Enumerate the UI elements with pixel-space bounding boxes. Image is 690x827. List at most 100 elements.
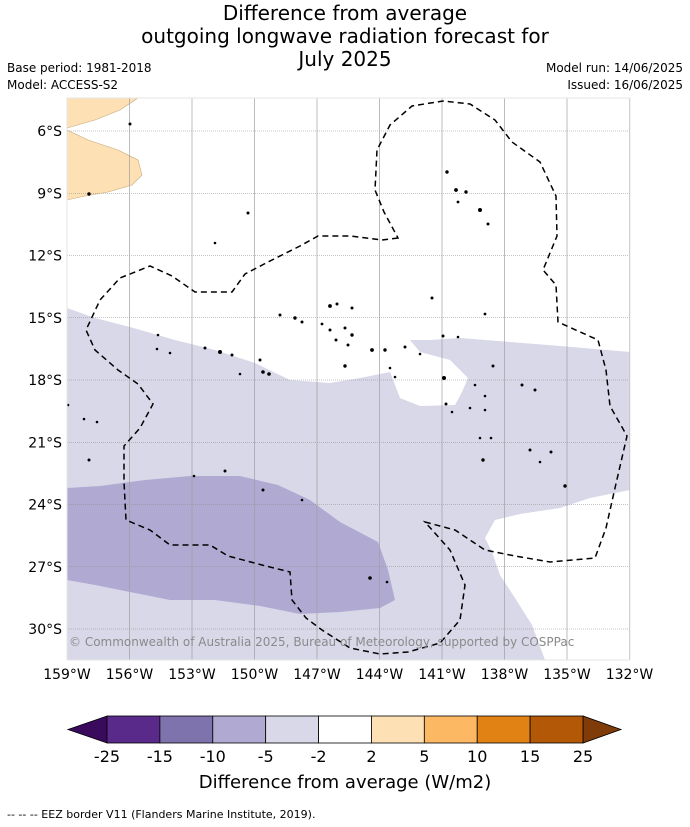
lat-label: 6°S bbox=[37, 124, 62, 140]
island bbox=[445, 170, 449, 174]
island bbox=[528, 448, 532, 452]
island bbox=[335, 302, 339, 306]
lat-label: 24°S bbox=[28, 498, 62, 514]
island bbox=[454, 188, 458, 192]
island bbox=[483, 408, 487, 412]
base-period: Base period: 1981-2018 bbox=[7, 61, 152, 75]
island bbox=[533, 388, 537, 392]
island bbox=[483, 394, 487, 398]
island bbox=[343, 364, 347, 368]
island bbox=[87, 458, 91, 462]
lon-label: 138°W bbox=[481, 667, 529, 683]
island bbox=[300, 498, 304, 502]
island bbox=[486, 222, 490, 226]
colorbar: -25 -15 -10 -5 -2 2 5 10 15 25 bbox=[66, 715, 623, 766]
lon-label: 132°W bbox=[606, 667, 654, 683]
island bbox=[278, 313, 282, 317]
island bbox=[82, 417, 86, 421]
island bbox=[430, 296, 434, 300]
longitude-labels: 159°W 156°W 153°W 150°W 147°W 144°W 141°W 138°W… bbox=[43, 667, 653, 683]
meta-right: Model run: 14/06/2025 Issued: 16/06/2025 bbox=[546, 60, 683, 94]
island bbox=[478, 208, 482, 212]
island bbox=[293, 316, 297, 320]
island bbox=[343, 326, 347, 330]
lon-label: 135°W bbox=[543, 667, 591, 683]
eez-footnote: -- -- -- EEZ border V11 (Flanders Marine… bbox=[7, 808, 316, 821]
island bbox=[328, 304, 332, 308]
island bbox=[156, 333, 160, 337]
lon-label: 156°W bbox=[106, 667, 154, 683]
island bbox=[238, 372, 242, 376]
island bbox=[346, 343, 350, 347]
island bbox=[520, 383, 524, 387]
island bbox=[441, 334, 445, 338]
colorbar-extend-high bbox=[582, 715, 623, 744]
island bbox=[300, 320, 304, 324]
lon-label: 153°W bbox=[168, 667, 216, 683]
island bbox=[267, 372, 271, 376]
island bbox=[213, 241, 217, 245]
lon-label: 144°W bbox=[356, 667, 404, 683]
island bbox=[563, 484, 567, 488]
colorbar-label: -15 bbox=[147, 747, 173, 766]
colorbar-extend-low bbox=[66, 715, 108, 744]
island bbox=[450, 410, 454, 414]
colorbar-label: 25 bbox=[573, 747, 593, 766]
island bbox=[320, 322, 324, 326]
island bbox=[491, 364, 495, 368]
island bbox=[261, 370, 265, 374]
island bbox=[464, 190, 468, 194]
island bbox=[393, 375, 397, 379]
model-name: Model: ACCESS-S2 bbox=[7, 78, 119, 92]
lat-label: 18°S bbox=[28, 373, 62, 389]
colorbar-band bbox=[423, 715, 478, 744]
colorbar-label: 5 bbox=[419, 747, 429, 766]
meta-left: Base period: 1981-2018 Model: ACCESS-S2 bbox=[7, 60, 152, 94]
island bbox=[456, 200, 460, 204]
title-line-2: outgoing longwave radiation forecast for bbox=[141, 24, 549, 48]
title-line-1: Difference from average bbox=[222, 1, 468, 25]
anomaly-region-positive bbox=[67, 98, 139, 129]
island bbox=[538, 460, 542, 464]
island bbox=[246, 211, 250, 215]
island bbox=[456, 335, 460, 339]
island bbox=[350, 306, 354, 310]
lat-label: 21°S bbox=[28, 435, 62, 451]
island bbox=[368, 576, 372, 580]
island bbox=[155, 347, 159, 351]
island bbox=[442, 376, 446, 380]
latitude-labels: 6°S 9°S 12°S 15°S 18°S 21°S 24°S 27°S 30°S bbox=[28, 124, 62, 638]
colorbar-band bbox=[529, 715, 584, 744]
island bbox=[388, 366, 392, 370]
anomaly-region-positive-2 bbox=[67, 129, 143, 201]
island bbox=[489, 436, 493, 440]
colorbar-band bbox=[318, 715, 372, 744]
island bbox=[223, 469, 227, 473]
island bbox=[218, 350, 222, 354]
island bbox=[383, 348, 387, 352]
model-run: Model run: 14/06/2025 bbox=[545, 61, 683, 75]
island bbox=[95, 420, 99, 424]
colorbar-band bbox=[106, 715, 161, 744]
eez-border bbox=[85, 100, 628, 655]
island bbox=[549, 450, 553, 454]
lat-label: 30°S bbox=[28, 622, 62, 638]
title-line-3: July 2025 bbox=[298, 47, 392, 71]
colorbar-band bbox=[159, 715, 214, 744]
colorbar-label: 10 bbox=[467, 747, 487, 766]
colorbar-band bbox=[371, 715, 425, 744]
colorbar-label: -2 bbox=[311, 747, 327, 766]
island bbox=[128, 122, 132, 126]
island bbox=[261, 488, 265, 492]
lon-label: 141°W bbox=[418, 667, 466, 683]
island bbox=[473, 383, 477, 387]
lat-label: 12°S bbox=[28, 249, 62, 265]
islands bbox=[66, 122, 567, 584]
lat-label: 9°S bbox=[37, 186, 62, 202]
lon-label: 159°W bbox=[43, 667, 91, 683]
map-frame bbox=[66, 97, 631, 661]
island bbox=[350, 333, 354, 337]
island bbox=[334, 338, 338, 342]
colorbar-label: -10 bbox=[200, 747, 226, 766]
